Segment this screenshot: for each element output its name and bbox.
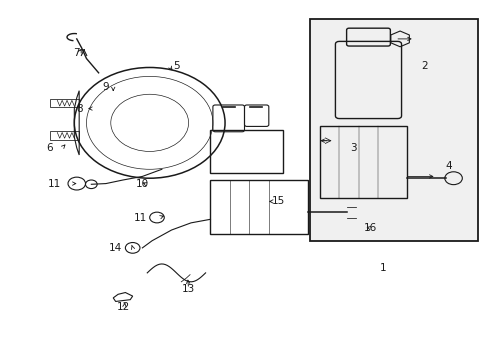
Text: 3: 3 xyxy=(350,143,356,153)
Bar xyxy=(210,180,307,234)
Text: 8: 8 xyxy=(76,104,82,113)
Text: 15: 15 xyxy=(271,197,285,206)
Text: 14: 14 xyxy=(109,243,122,253)
Text: 7: 7 xyxy=(73,48,80,58)
Text: 16: 16 xyxy=(364,223,377,233)
Text: 13: 13 xyxy=(182,284,195,294)
Text: 6: 6 xyxy=(46,143,53,153)
Text: 4: 4 xyxy=(445,161,451,171)
Bar xyxy=(50,131,79,140)
Text: 2: 2 xyxy=(420,61,427,71)
Text: 5: 5 xyxy=(173,61,180,71)
Bar xyxy=(50,99,79,108)
Text: 9: 9 xyxy=(102,82,109,92)
Text: 10: 10 xyxy=(136,179,149,189)
Bar xyxy=(319,126,407,198)
Text: 1: 1 xyxy=(379,262,386,273)
Text: 11: 11 xyxy=(133,212,146,222)
Bar xyxy=(309,19,477,241)
Bar xyxy=(210,130,283,173)
Text: 11: 11 xyxy=(48,179,61,189)
Text: 12: 12 xyxy=(116,302,129,312)
